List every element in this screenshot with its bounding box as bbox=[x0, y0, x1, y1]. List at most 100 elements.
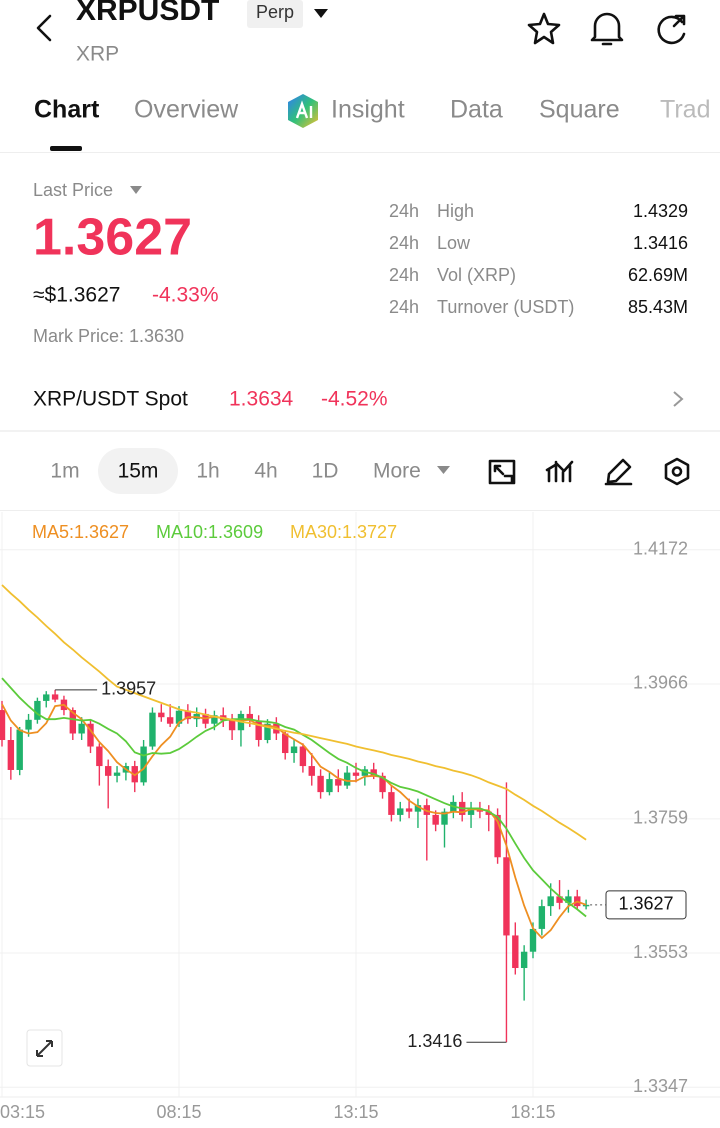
candle-body bbox=[264, 723, 271, 741]
candle-body bbox=[503, 857, 510, 936]
candle-body bbox=[529, 928, 537, 952]
x-tick-label: 13:15 bbox=[333, 1102, 378, 1122]
fullscreen-icon bbox=[36, 1040, 53, 1057]
tab[interactable]: Insight bbox=[331, 96, 405, 124]
interval-selected-bg bbox=[98, 448, 178, 494]
candle-body bbox=[547, 896, 554, 907]
candlestick-chart: 1.3347 1.3553 1.3759 1.3966 1.4172 03:15 08:15… bbox=[0, 512, 720, 1122]
tab[interactable]: Chart bbox=[34, 96, 100, 124]
insight-icon-glyph bbox=[295, 100, 313, 119]
settings-icon-center bbox=[671, 466, 683, 477]
price-dropdown[interactable] bbox=[130, 186, 142, 194]
y-tick-label: 1.3759 bbox=[633, 808, 688, 828]
candle-body bbox=[556, 896, 563, 903]
interval[interactable]: 4h bbox=[254, 460, 277, 483]
candle-body bbox=[16, 729, 23, 770]
indicator-icon[interactable] bbox=[545, 460, 574, 483]
favorite-icon[interactable] bbox=[527, 12, 561, 45]
x-tick-label: 03:15 bbox=[0, 1102, 45, 1122]
interval[interactable]: 15m bbox=[118, 460, 159, 483]
stat-period: 24h bbox=[389, 265, 419, 285]
candle-body bbox=[78, 723, 85, 734]
candle-body bbox=[335, 779, 342, 786]
candle-body bbox=[370, 769, 377, 776]
spot-chevron[interactable] bbox=[673, 391, 684, 407]
candle-body bbox=[211, 715, 218, 724]
candle-body bbox=[246, 713, 253, 721]
badge-text: Perp bbox=[256, 2, 294, 22]
symbol-subtitle: XRP bbox=[76, 43, 119, 66]
tab[interactable]: Square bbox=[539, 96, 620, 124]
tab[interactable]: Overview bbox=[134, 96, 239, 124]
candle-body bbox=[255, 720, 262, 741]
y-tick-label: 1.3347 bbox=[633, 1076, 688, 1096]
interval[interactable]: 1D bbox=[312, 460, 339, 483]
spot-name[interactable]: XRP/USDT Spot bbox=[33, 388, 188, 411]
stats: 24h High 1.4329 24h Low 1.3416 24h Vol (… bbox=[389, 201, 688, 317]
share-icon[interactable] bbox=[657, 14, 686, 45]
alert-icon[interactable] bbox=[590, 12, 624, 46]
ma-legend: MA10:1.3609 bbox=[156, 522, 263, 542]
candle-body bbox=[69, 710, 76, 734]
candle-body bbox=[140, 746, 147, 783]
stat-value: 1.3416 bbox=[633, 233, 688, 253]
candle-body bbox=[105, 766, 112, 776]
draw-icon[interactable] bbox=[604, 458, 633, 486]
stat-value: 1.4329 bbox=[633, 201, 688, 221]
usd-price: ≈$1.3627 bbox=[33, 284, 120, 307]
y-tick-label: 1.3553 bbox=[633, 942, 688, 962]
candle-body bbox=[494, 814, 501, 858]
candle-body bbox=[299, 746, 307, 767]
candle-body bbox=[405, 808, 413, 812]
settings-icon[interactable] bbox=[664, 457, 690, 486]
candle-body bbox=[158, 712, 165, 718]
stat-value: 62.69M bbox=[628, 265, 688, 285]
divider bbox=[0, 152, 720, 153]
ma-legend: MA5:1.3627 bbox=[32, 522, 129, 542]
stat-period: 24h bbox=[389, 297, 419, 317]
candle-body bbox=[352, 772, 360, 776]
candle-body bbox=[25, 719, 32, 730]
more-dropdown[interactable] bbox=[437, 466, 450, 474]
symbol-dropdown[interactable] bbox=[314, 9, 328, 18]
stat-period: 24h bbox=[389, 201, 419, 221]
candle-body bbox=[87, 723, 94, 747]
mark-price: Mark Price: 1.3630 bbox=[33, 326, 184, 346]
candle-body bbox=[326, 779, 333, 793]
y-tick-label: 1.4172 bbox=[633, 539, 688, 559]
interval[interactable]: 1h bbox=[196, 460, 219, 483]
max-annotation: 1.3957 bbox=[101, 679, 156, 699]
candle-body bbox=[282, 733, 289, 754]
candle-body bbox=[51, 694, 59, 700]
candle-body bbox=[149, 712, 156, 747]
last-price: 1.3627 bbox=[33, 209, 192, 267]
stat-label: Vol (XRP) bbox=[437, 265, 516, 285]
candle-body bbox=[379, 775, 386, 793]
interval[interactable]: More bbox=[373, 460, 421, 483]
stat-period: 24h bbox=[389, 233, 419, 253]
tab[interactable]: Trad bbox=[660, 96, 710, 124]
perp-badge bbox=[247, 0, 303, 28]
x-tick-label: 18:15 bbox=[510, 1102, 555, 1122]
ma-line bbox=[1, 703, 587, 940]
divider bbox=[0, 510, 720, 511]
price-change: -4.33% bbox=[152, 284, 219, 307]
candle-body bbox=[343, 772, 351, 786]
spot-change: -4.52% bbox=[321, 388, 388, 411]
candle-body bbox=[96, 746, 103, 767]
candle-body bbox=[113, 772, 121, 776]
candle-body bbox=[414, 805, 422, 812]
candle-body bbox=[388, 792, 395, 815]
chart-type-icon[interactable] bbox=[488, 459, 516, 485]
interval[interactable]: 1m bbox=[50, 460, 79, 483]
tab[interactable]: Data bbox=[450, 96, 503, 124]
candle-body bbox=[290, 746, 298, 754]
candle-body bbox=[166, 717, 174, 724]
divider bbox=[0, 430, 720, 432]
back-button[interactable] bbox=[36, 14, 52, 42]
current-price-box bbox=[605, 890, 687, 920]
candle-body bbox=[175, 710, 183, 724]
candle-body bbox=[441, 811, 448, 825]
spot-price: 1.3634 bbox=[229, 388, 294, 411]
